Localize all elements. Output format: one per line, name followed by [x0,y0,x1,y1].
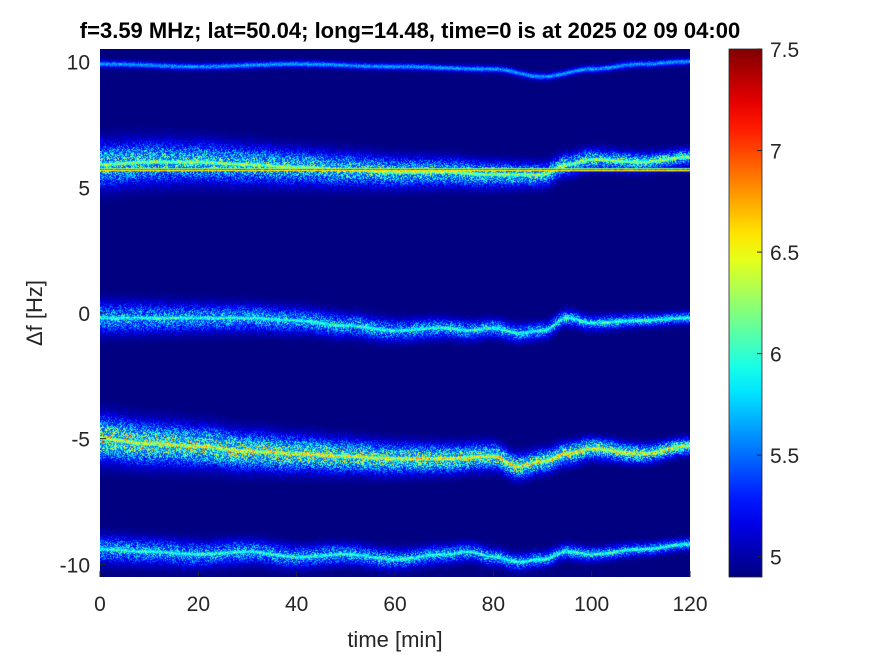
y-axis-ticks: -10 -5 0 5 10 [60,52,106,577]
colorbar [728,48,763,578]
chart-title: f=3.59 MHz; lat=50.04; long=14.48, time=… [80,18,740,43]
x-axis-label: time [min] [347,627,442,652]
x-tick-label: 100 [574,593,609,616]
y-tick-label: 0 [78,303,90,326]
colorbar-ticks: 5 5.5 6 6.5 7 7.5 [757,39,799,570]
x-tick-label: 120 [672,593,707,616]
x-tick-label: 40 [285,593,308,616]
y-tick-label: 5 [78,177,90,200]
spectrogram-heatmap [100,49,690,577]
colorbar-tick-label: 6.5 [770,242,799,265]
y-axis-label: Δf [Hz] [22,280,47,346]
x-tick-label: 60 [383,593,406,616]
colorbar-tick-label: 5.5 [770,445,799,468]
y-tick-label: -5 [71,429,90,452]
colorbar-tick-label: 5 [770,547,782,570]
x-tick-label: 0 [94,593,106,616]
y-tick-label: -10 [60,554,90,577]
colorbar-tick-label: 6 [770,344,782,367]
colorbar-tick-label: 7 [770,141,782,164]
colorbar-tick-label: 7.5 [770,39,799,62]
x-axis-ticks: 0 20 40 60 80 100 120 [94,571,708,616]
x-tick-label: 20 [187,593,210,616]
y-tick-label: 10 [67,52,90,75]
x-tick-label: 80 [482,593,505,616]
